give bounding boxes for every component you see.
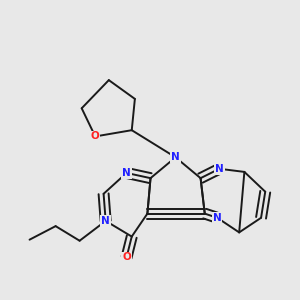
Text: N: N <box>171 152 180 162</box>
Text: O: O <box>122 252 131 262</box>
Text: N: N <box>122 168 131 178</box>
Text: N: N <box>213 213 222 223</box>
Text: O: O <box>91 131 100 141</box>
Text: N: N <box>215 164 224 174</box>
Text: N: N <box>101 216 110 226</box>
